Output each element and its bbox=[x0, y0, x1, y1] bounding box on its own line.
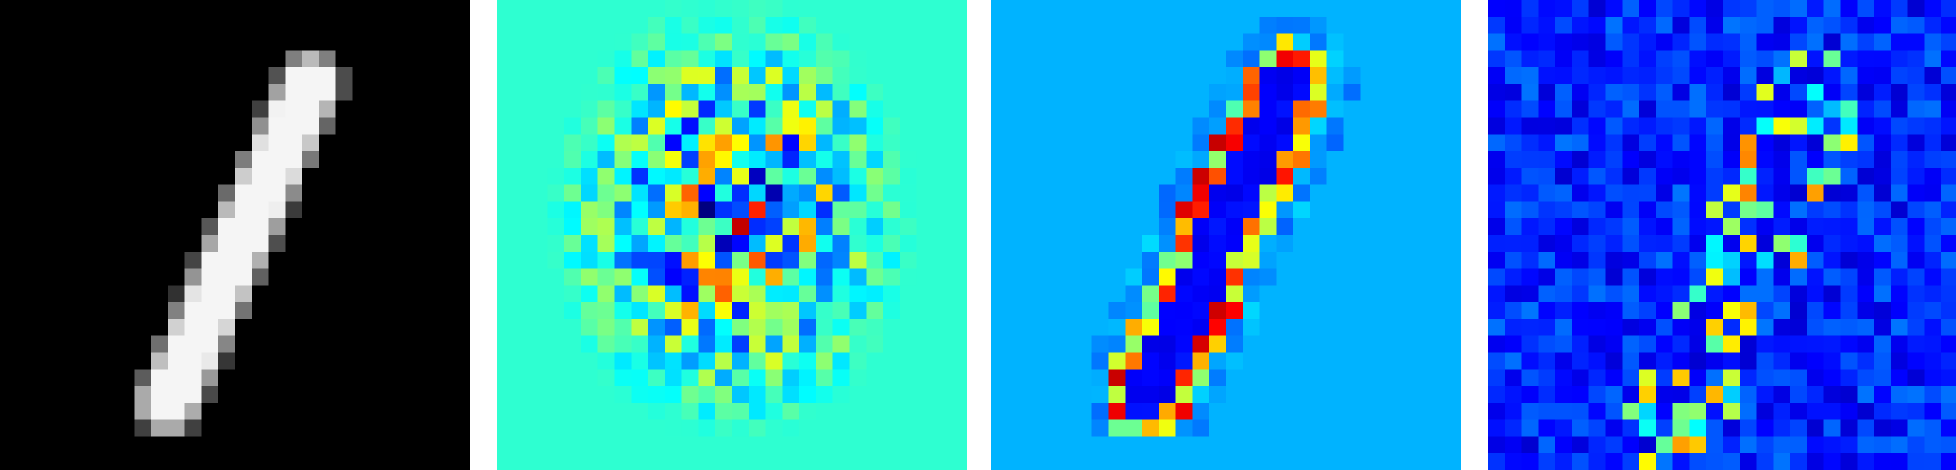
digit-one-pixels bbox=[0, 0, 470, 470]
saliency-heatmap-1 bbox=[497, 0, 967, 470]
saliency-heatmap-3 bbox=[1488, 0, 1956, 470]
heatmap-1-pixels bbox=[497, 0, 967, 470]
heatmap-3-pixels bbox=[1488, 0, 1956, 470]
saliency-heatmap-2 bbox=[991, 0, 1461, 470]
heatmap-2-pixels bbox=[991, 0, 1461, 470]
input-digit-image bbox=[0, 0, 470, 470]
